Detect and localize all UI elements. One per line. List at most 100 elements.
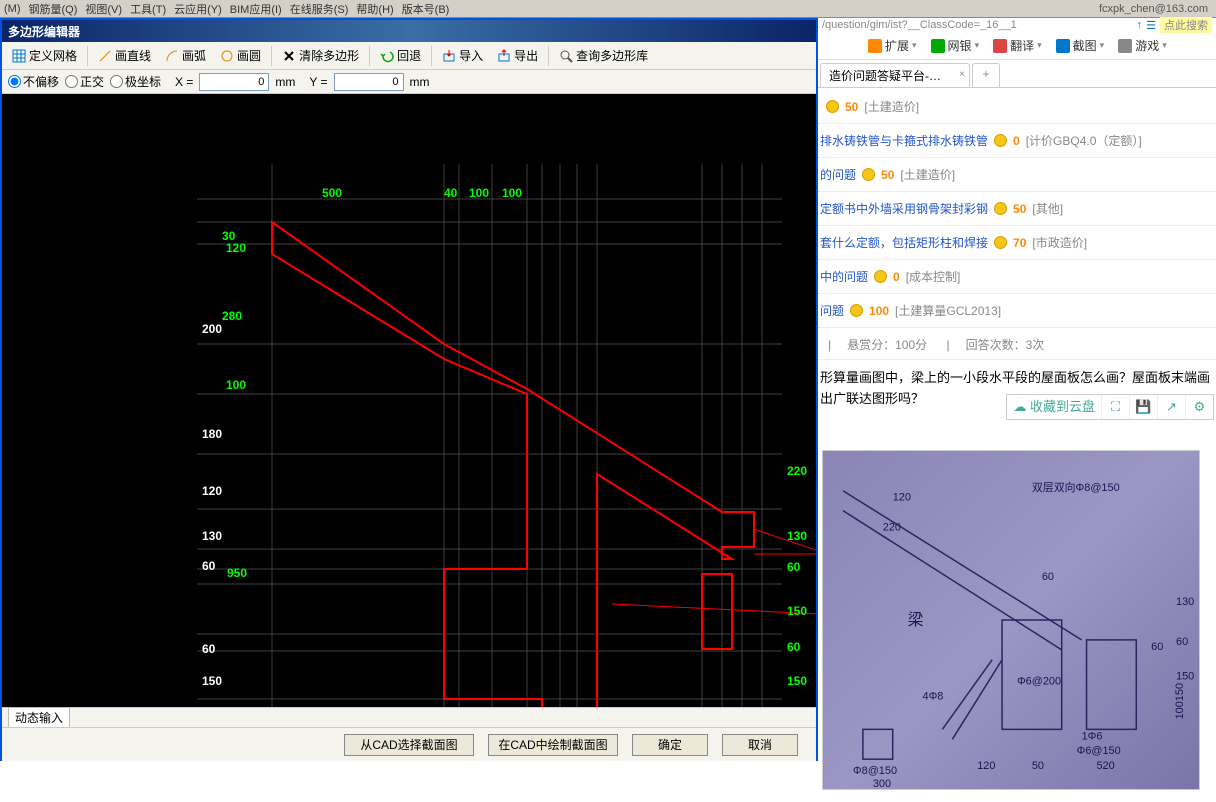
query-library-button[interactable]: 查询多边形库 [553,45,654,66]
separator [87,46,88,66]
circle-icon [220,49,234,63]
reference-photo[interactable]: 120 220 双层双向Φ8@150 60 梁 Φ6@200 130 60 15… [822,450,1200,790]
search-hint[interactable]: 点此搜索 [1160,17,1212,33]
coin-icon [826,100,839,113]
dimension-label: 180 [202,427,222,441]
cancel-button[interactable]: 取消 [722,734,798,756]
define-grid-button[interactable]: 定义网格 [6,45,83,66]
forum-link[interactable]: 排水铸铁管与卡箍式排水铸铁管 [820,132,988,149]
draw-in-cad-button[interactable]: 在CAD中绘制截面图 [488,734,618,756]
menu-item[interactable]: 视图(V) [83,1,124,17]
up-arrow-icon[interactable]: ↑ [1137,19,1143,31]
browser-tool-翻译[interactable]: 翻译▾ [993,37,1042,54]
dimension-label: 950 [227,566,247,580]
undo-icon [380,49,394,63]
draw-circle-label: 画圆 [237,47,261,64]
dimension-label: 150 [202,674,222,688]
browser-tool-扩展[interactable]: 扩展▾ [868,37,917,54]
toolbar: 定义网格 画直线 画弧 画圆 清除多边形 回退 导入 [2,42,816,70]
cad-canvas[interactable]: 5004010010030120280100950200180120130606… [2,94,816,707]
dimension-label: 60 [202,642,215,656]
polar-radio[interactable]: 极坐标 [110,73,161,90]
forum-link[interactable]: 中的问题 [820,268,868,285]
separator [271,46,272,66]
browser-tool-网银[interactable]: 网银▾ [931,37,980,54]
menu-item[interactable]: 帮助(H) [354,1,395,17]
y-input[interactable] [334,73,404,91]
chevron-down-icon: ▾ [912,40,917,51]
offset-none-label: 不偏移 [23,73,59,90]
points: 70 [1013,236,1026,250]
svg-text:60: 60 [1151,640,1163,652]
forum-link[interactable]: 的问题 [820,166,856,183]
svg-text:Φ6@200: Φ6@200 [1017,675,1061,687]
forum-row[interactable]: 中的问题 0 [成本控制] [818,260,1216,294]
menu-item[interactable]: (M) [2,3,23,15]
menu-item[interactable]: BIM应用(I) [228,1,284,17]
forum-row[interactable]: 问题 100 [土建算量GCL2013] [818,294,1216,328]
browser-toolbar: 扩展▾网银▾翻译▾截图▾游戏▾ [818,32,1216,60]
ok-button[interactable]: 确定 [632,734,708,756]
forum-row[interactable]: 的问题 50 [土建造价] [818,158,1216,192]
select-from-cad-button[interactable]: 从CAD选择截面图 [344,734,474,756]
dimension-label: 100 [469,186,489,200]
menu-item[interactable]: 云应用(Y) [172,1,224,17]
menu-item[interactable]: 版本号(B) [400,1,452,17]
svg-text:Φ8@150: Φ8@150 [853,765,897,777]
chevron-down-icon: ▾ [975,40,980,51]
dimension-label: 500 [322,186,342,200]
forum-link[interactable]: 套什么定额，包括矩形柱和焊接 [820,234,988,251]
clear-polygon-button[interactable]: 清除多边形 [276,45,365,66]
coin-icon [994,134,1007,147]
tool-icon [993,39,1007,53]
titlebar: 多边形编辑器 [2,20,816,42]
svg-text:100150: 100150 [1174,683,1186,719]
ortho-radio[interactable]: 正交 [65,73,104,90]
menu-item[interactable]: 钢筋量(Q) [27,1,80,17]
chevron-down-icon: ▾ [1162,40,1167,51]
tool-label: 扩展 [885,37,909,54]
browser-tab[interactable]: 造价问题答疑平台-广联达 × [820,63,970,87]
forum-row[interactable]: 套什么定额，包括矩形柱和焊接 70 [市政造价] [818,226,1216,260]
menu-item[interactable]: 在线服务(S) [288,1,351,17]
browser-tool-游戏[interactable]: 游戏▾ [1118,37,1167,54]
offset-none-radio[interactable]: 不偏移 [8,73,59,90]
undo-label: 回退 [397,47,421,64]
forum-link[interactable]: 定额书中外墙采用钢骨架封彩钢 [820,200,988,217]
close-icon[interactable]: × [959,69,965,80]
gear-icon[interactable]: ⚙ [1185,395,1213,419]
question-meta: |悬赏分：100分 |回答次数：3次 [818,330,1216,360]
polygon-editor-window: 多边形编辑器 定义网格 画直线 画弧 画圆 清除多边形 回退 [0,18,818,761]
share-icon[interactable]: ↗ [1157,395,1185,419]
chevron-down-icon: ▾ [1037,40,1042,51]
export-label: 导出 [514,47,538,64]
user-email: fcxpk_chen@163.com [1097,3,1210,15]
import-button[interactable]: 导入 [436,45,489,66]
export-button[interactable]: 导出 [491,45,544,66]
draw-arc-button[interactable]: 画弧 [159,45,212,66]
draw-line-button[interactable]: 画直线 [92,45,157,66]
y-unit: mm [410,75,430,89]
forum-row[interactable]: 定额书中外墙采用钢骨架封彩钢 50 [其他] [818,192,1216,226]
x-input[interactable] [199,73,269,91]
tool-label: 截图 [1073,37,1097,54]
save-icon[interactable]: 💾 [1129,395,1157,419]
forum-row[interactable]: 50 [土建造价] [818,90,1216,124]
browser-tool-截图[interactable]: 截图▾ [1056,37,1105,54]
svg-text:60: 60 [1042,571,1054,583]
forum-row[interactable]: 排水铸铁管与卡箍式排水铸铁管 0 [计价GBQ4.0（定额）] [818,124,1216,158]
menu-item[interactable]: 工具(T) [128,1,168,17]
category: [土建造价] [864,98,919,115]
new-tab-button[interactable]: + [972,63,1000,87]
save-to-cloud-button[interactable]: ☁ 收藏到云盘 [1007,395,1101,419]
bookmark-icon[interactable]: ☰ [1146,19,1156,32]
tool-label: 游戏 [1135,37,1159,54]
x-label: X = [175,75,193,89]
fullscreen-icon[interactable]: ⛶ [1101,395,1129,419]
svg-text:双层双向Φ8@150: 双层双向Φ8@150 [1032,479,1120,493]
undo-button[interactable]: 回退 [374,45,427,66]
tool-icon [931,39,945,53]
svg-text:130: 130 [1176,596,1194,608]
draw-circle-button[interactable]: 画圆 [214,45,267,66]
forum-link[interactable]: 问题 [820,302,844,319]
